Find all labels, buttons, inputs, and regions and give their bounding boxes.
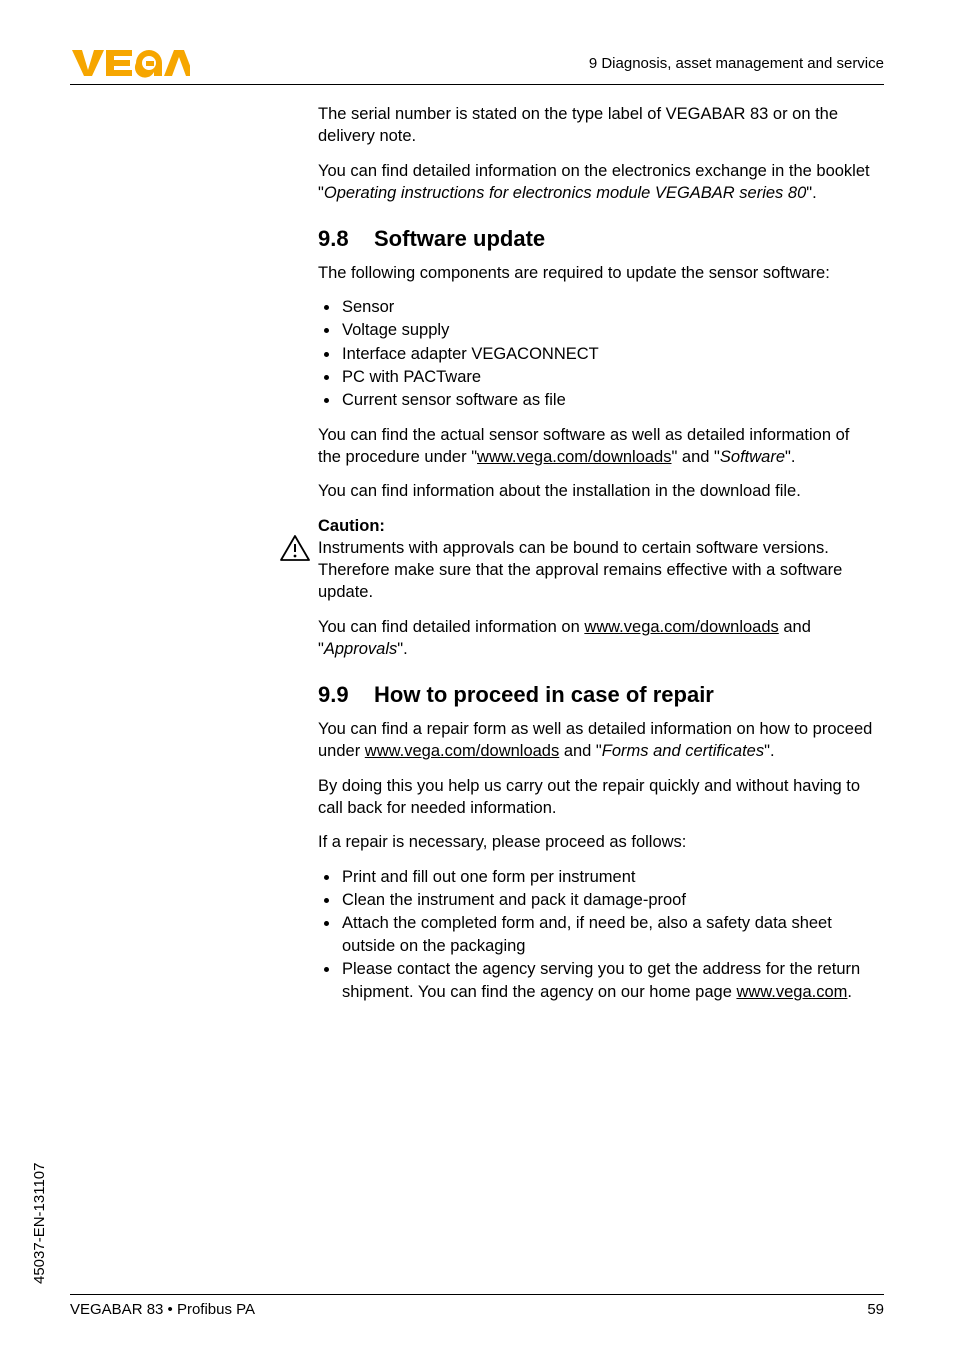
requirements-list: Sensor Voltage supply Interface adapter …: [340, 296, 874, 411]
heading-text: Software update: [374, 226, 545, 251]
list-item: Attach the completed form and, if need b…: [340, 912, 874, 958]
text-italic: Software: [720, 448, 785, 466]
paragraph: Instruments with approvals can be bound …: [318, 537, 874, 604]
caution-icon: [280, 535, 310, 566]
footer-left: VEGABAR 83 • Profibus PA: [70, 1301, 255, 1318]
text: ".: [397, 640, 407, 658]
paragraph: If a repair is necessary, please proceed…: [318, 831, 874, 853]
page-header: 9 Diagnosis, asset management and servic…: [70, 48, 884, 85]
list-item: Print and fill out one form per instrume…: [340, 866, 874, 889]
caution-block: Caution: Instruments with approvals can …: [280, 515, 874, 604]
header-section-title: 9 Diagnosis, asset management and servic…: [589, 55, 884, 72]
heading-software-update: 9.8Software update: [318, 226, 874, 252]
paragraph: The serial number is stated on the type …: [318, 103, 874, 148]
link-text: www.vega.com/downloads: [584, 618, 778, 636]
text: and ": [559, 742, 602, 760]
text: ".: [806, 184, 816, 202]
paragraph: You can find detailed information on www…: [318, 616, 874, 661]
paragraph: You can find information about the insta…: [318, 480, 874, 502]
document-id-vertical: 45037-EN-131107: [31, 1163, 48, 1284]
heading-text: How to proceed in case of repair: [374, 682, 714, 707]
text-italic: Operating instructions for electronics m…: [324, 184, 806, 202]
text: ".: [764, 742, 774, 760]
paragraph: You can find the actual sensor software …: [318, 424, 874, 469]
list-item: PC with PACTware: [340, 366, 874, 389]
text: ".: [785, 448, 795, 466]
list-item: Clean the instrument and pack it damage-…: [340, 889, 874, 912]
paragraph: You can find detailed information on the…: [318, 160, 874, 205]
caution-label: Caution:: [318, 515, 874, 537]
list-item: Please contact the agency serving you to…: [340, 958, 874, 1004]
text-italic: Approvals: [324, 640, 397, 658]
link-text: www.vega.com/downloads: [477, 448, 671, 466]
text: .: [847, 983, 852, 1001]
caution-content: Caution: Instruments with approvals can …: [318, 515, 874, 604]
list-item: Voltage supply: [340, 319, 874, 342]
text: " and ": [671, 448, 719, 466]
list-item: Current sensor software as file: [340, 389, 874, 412]
page: 9 Diagnosis, asset management and servic…: [0, 0, 954, 1354]
text: You can find detailed information on: [318, 618, 584, 636]
vega-logo: [70, 48, 190, 78]
heading-number: 9.9: [318, 682, 374, 708]
content-area: The serial number is stated on the type …: [318, 103, 874, 1004]
heading-repair: 9.9How to proceed in case of repair: [318, 682, 874, 708]
text-italic: Forms and certificates: [602, 742, 764, 760]
page-footer: VEGABAR 83 • Profibus PA 59: [70, 1294, 884, 1318]
page-number: 59: [867, 1301, 884, 1318]
paragraph: The following components are required to…: [318, 262, 874, 284]
link-text: www.vega.com: [736, 983, 847, 1001]
paragraph: By doing this you help us carry out the …: [318, 775, 874, 820]
paragraph: You can find a repair form as well as de…: [318, 718, 874, 763]
link-text: www.vega.com/downloads: [365, 742, 559, 760]
list-item: Interface adapter VEGACONNECT: [340, 343, 874, 366]
list-item: Sensor: [340, 296, 874, 319]
procedure-list: Print and fill out one form per instrume…: [340, 866, 874, 1005]
heading-number: 9.8: [318, 226, 374, 252]
